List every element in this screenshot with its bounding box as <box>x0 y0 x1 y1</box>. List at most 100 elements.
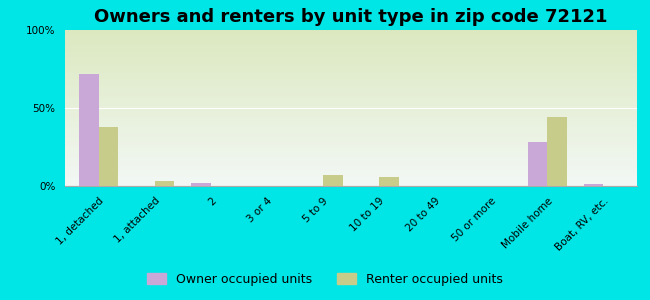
Bar <box>65 97 637 98</box>
Bar <box>65 153 637 154</box>
Bar <box>65 99 637 100</box>
Bar <box>65 60 637 61</box>
Bar <box>65 141 637 142</box>
Bar <box>191 183 211 186</box>
Bar <box>65 179 637 180</box>
Bar <box>65 32 637 33</box>
Bar <box>65 55 637 56</box>
Bar <box>65 106 637 107</box>
Bar <box>65 115 637 116</box>
Bar <box>65 92 637 93</box>
Bar <box>65 126 637 127</box>
Bar <box>65 57 637 58</box>
Bar <box>65 86 637 87</box>
Bar <box>65 174 637 175</box>
Bar <box>65 107 637 108</box>
Bar <box>65 103 637 104</box>
Bar <box>155 181 174 186</box>
Bar <box>65 121 637 122</box>
Bar <box>65 183 637 184</box>
Bar <box>65 162 637 163</box>
Bar <box>65 49 637 50</box>
Bar <box>379 177 398 186</box>
Bar <box>65 128 637 129</box>
Bar <box>65 68 637 69</box>
Bar <box>65 80 637 81</box>
Bar <box>584 184 603 186</box>
Bar <box>65 75 637 76</box>
Bar <box>65 39 637 40</box>
Bar <box>65 163 637 164</box>
Bar <box>65 45 637 46</box>
Bar <box>65 135 637 136</box>
Bar <box>65 35 637 36</box>
Bar <box>65 41 637 42</box>
Bar <box>65 125 637 126</box>
Bar <box>65 171 637 172</box>
Bar <box>65 161 637 162</box>
Bar <box>65 177 637 178</box>
Bar <box>65 154 637 155</box>
Bar <box>65 165 637 166</box>
Bar <box>65 113 637 114</box>
Bar <box>65 93 637 94</box>
Bar <box>65 42 637 43</box>
Bar <box>65 152 637 153</box>
Bar <box>65 73 637 74</box>
Bar <box>65 43 637 44</box>
Bar <box>65 166 637 167</box>
Bar <box>65 37 637 38</box>
Bar <box>65 69 637 70</box>
Bar <box>65 63 637 64</box>
Bar <box>65 52 637 53</box>
Bar <box>65 82 637 83</box>
Bar <box>65 72 637 73</box>
Bar <box>65 146 637 147</box>
Bar <box>65 54 637 55</box>
Bar <box>65 110 637 111</box>
Bar <box>65 101 637 102</box>
Bar <box>65 44 637 45</box>
Bar <box>65 123 637 124</box>
Bar <box>528 142 547 186</box>
Bar <box>65 30 637 31</box>
Bar <box>65 40 637 41</box>
Bar <box>65 117 637 118</box>
Bar <box>65 65 637 66</box>
Bar <box>65 147 637 148</box>
Bar <box>65 64 637 65</box>
Bar <box>65 47 637 48</box>
Bar <box>65 94 637 95</box>
Bar <box>65 112 637 113</box>
Bar <box>65 100 637 101</box>
Bar <box>65 114 637 115</box>
Legend: Owner occupied units, Renter occupied units: Owner occupied units, Renter occupied un… <box>142 268 508 291</box>
Bar <box>65 151 637 152</box>
Bar <box>65 137 637 138</box>
Bar <box>65 119 637 120</box>
Bar <box>65 136 637 137</box>
Bar <box>65 71 637 72</box>
Bar <box>65 170 637 171</box>
Bar <box>65 131 637 132</box>
Bar <box>65 124 637 125</box>
Bar <box>65 50 637 51</box>
Bar <box>65 53 637 54</box>
Bar <box>65 76 637 77</box>
Bar <box>65 33 637 34</box>
Bar <box>65 129 637 130</box>
Bar <box>65 149 637 150</box>
Bar <box>65 132 637 133</box>
Bar <box>65 111 637 112</box>
Bar <box>65 127 637 128</box>
Bar <box>65 67 637 68</box>
Bar <box>65 46 637 47</box>
Bar <box>65 62 637 63</box>
Title: Owners and renters by unit type in zip code 72121: Owners and renters by unit type in zip c… <box>94 8 608 26</box>
Bar <box>65 58 637 59</box>
Bar <box>65 169 637 170</box>
Bar <box>65 180 637 181</box>
Bar <box>65 156 637 157</box>
Bar <box>65 87 637 88</box>
Bar <box>65 105 637 106</box>
